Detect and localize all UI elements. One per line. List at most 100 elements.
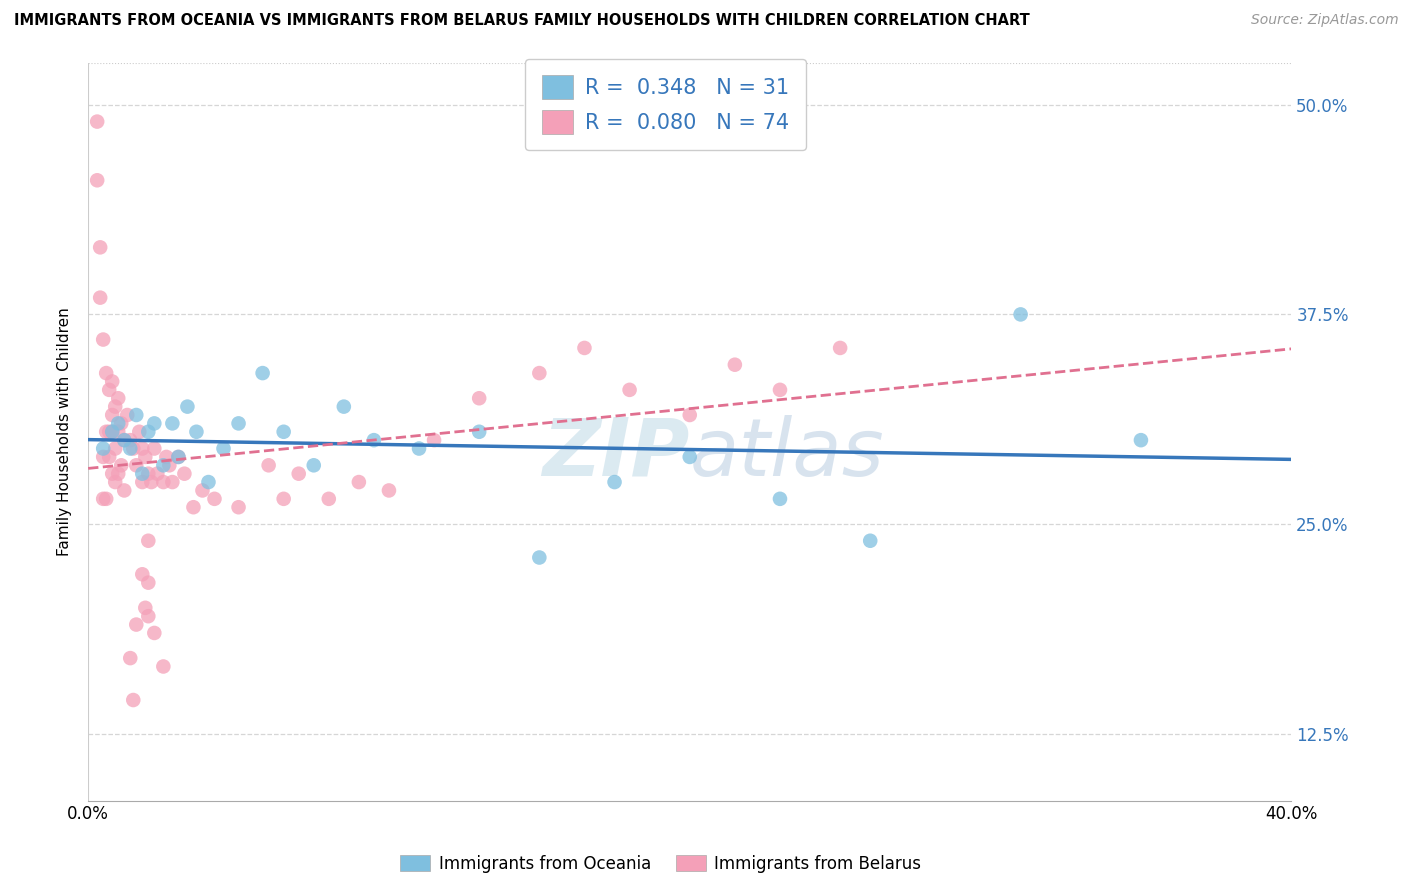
Point <box>98 425 121 439</box>
Point <box>112 483 135 498</box>
Point <box>136 533 159 548</box>
Point <box>1129 433 1152 447</box>
Point <box>679 450 702 464</box>
Point <box>104 400 127 414</box>
Point <box>679 408 702 422</box>
Point <box>152 475 174 489</box>
Point <box>96 491 118 506</box>
Point <box>98 383 121 397</box>
Point <box>96 366 118 380</box>
Point <box>183 500 205 515</box>
Point <box>136 609 159 624</box>
Point <box>204 491 226 506</box>
Point <box>619 383 641 397</box>
Point <box>228 417 250 431</box>
Point <box>468 425 491 439</box>
Point <box>769 383 792 397</box>
Point <box>143 442 166 456</box>
Text: atlas: atlas <box>690 415 884 493</box>
Point <box>125 617 148 632</box>
Legend: Immigrants from Oceania, Immigrants from Belarus: Immigrants from Oceania, Immigrants from… <box>394 848 928 880</box>
Point <box>107 425 129 439</box>
Point <box>146 467 169 481</box>
Point <box>131 442 153 456</box>
Point <box>125 458 148 473</box>
Y-axis label: Family Households with Children: Family Households with Children <box>58 308 72 556</box>
Point <box>112 433 135 447</box>
Point <box>101 375 124 389</box>
Point <box>859 533 882 548</box>
Point <box>125 408 148 422</box>
Point <box>769 491 792 506</box>
Text: ZIP: ZIP <box>543 415 690 493</box>
Point <box>101 467 124 481</box>
Point <box>101 425 124 439</box>
Point <box>378 483 401 498</box>
Point <box>143 417 166 431</box>
Point <box>574 341 596 355</box>
Point <box>197 475 219 489</box>
Point <box>302 458 325 473</box>
Point <box>176 400 198 414</box>
Point <box>98 450 121 464</box>
Point <box>408 442 430 456</box>
Point <box>91 491 114 506</box>
Point <box>110 417 132 431</box>
Text: IMMIGRANTS FROM OCEANIA VS IMMIGRANTS FROM BELARUS FAMILY HOUSEHOLDS WITH CHILDR: IMMIGRANTS FROM OCEANIA VS IMMIGRANTS FR… <box>14 13 1029 29</box>
Point <box>107 467 129 481</box>
Point <box>186 425 208 439</box>
Point <box>273 491 295 506</box>
Point <box>104 442 127 456</box>
Point <box>131 467 153 481</box>
Point <box>104 475 127 489</box>
Point <box>134 600 156 615</box>
Point <box>91 442 114 456</box>
Point <box>155 450 177 464</box>
Point <box>122 693 145 707</box>
Point <box>89 291 111 305</box>
Point <box>86 114 108 128</box>
Point <box>91 333 114 347</box>
Point <box>120 651 142 665</box>
Point <box>468 391 491 405</box>
Point <box>257 458 280 473</box>
Point <box>423 433 446 447</box>
Point <box>157 458 180 473</box>
Point <box>724 358 747 372</box>
Point <box>212 442 235 456</box>
Point <box>529 550 551 565</box>
Point <box>131 567 153 582</box>
Point <box>167 450 190 464</box>
Point <box>136 425 159 439</box>
Point <box>228 500 250 515</box>
Point <box>152 659 174 673</box>
Text: Source: ZipAtlas.com: Source: ZipAtlas.com <box>1251 13 1399 28</box>
Point <box>273 425 295 439</box>
Point <box>252 366 274 380</box>
Point <box>112 433 135 447</box>
Point <box>287 467 309 481</box>
Point <box>110 458 132 473</box>
Point <box>89 240 111 254</box>
Point <box>96 425 118 439</box>
Point <box>529 366 551 380</box>
Legend: R =  0.348   N = 31, R =  0.080   N = 74: R = 0.348 N = 31, R = 0.080 N = 74 <box>524 59 806 151</box>
Point <box>141 475 163 489</box>
Point <box>101 425 124 439</box>
Point <box>1010 307 1032 321</box>
Point <box>167 450 190 464</box>
Point <box>830 341 852 355</box>
Point <box>107 391 129 405</box>
Point <box>120 433 142 447</box>
Point <box>128 425 150 439</box>
Point <box>91 450 114 464</box>
Point <box>131 475 153 489</box>
Point <box>191 483 214 498</box>
Point <box>318 491 340 506</box>
Point <box>86 173 108 187</box>
Point <box>136 467 159 481</box>
Point <box>143 626 166 640</box>
Point <box>173 467 195 481</box>
Point <box>363 433 385 447</box>
Point <box>136 575 159 590</box>
